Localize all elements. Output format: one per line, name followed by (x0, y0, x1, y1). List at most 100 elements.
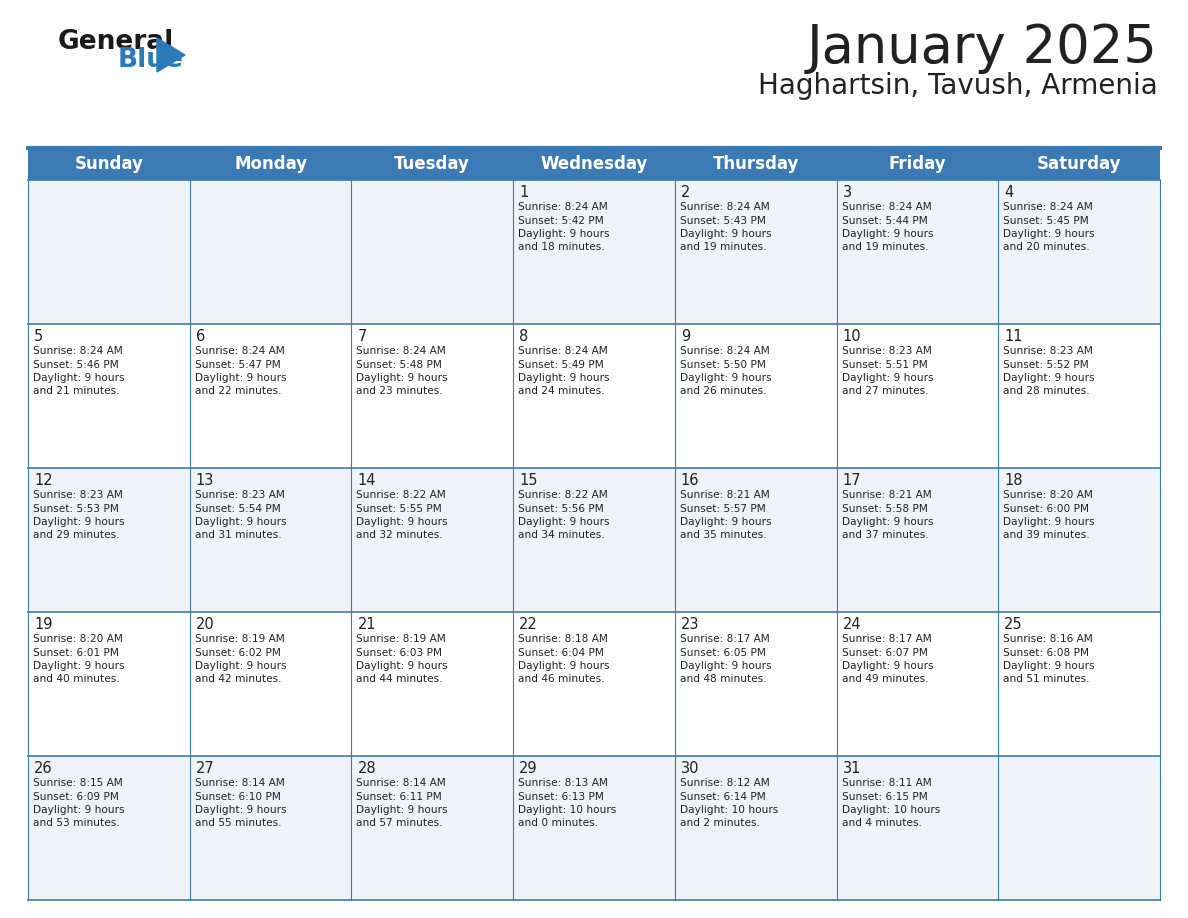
Text: Sunset: 6:08 PM: Sunset: 6:08 PM (1004, 647, 1089, 657)
Text: Sunrise: 8:24 AM: Sunrise: 8:24 AM (33, 346, 122, 356)
Text: Sunset: 5:51 PM: Sunset: 5:51 PM (841, 360, 928, 370)
Text: 14: 14 (358, 473, 375, 488)
Text: 26: 26 (34, 761, 52, 776)
Text: and 49 minutes.: and 49 minutes. (841, 675, 928, 685)
Text: Sunrise: 8:14 AM: Sunrise: 8:14 AM (356, 778, 447, 788)
Text: 1: 1 (519, 185, 529, 200)
Text: Daylight: 9 hours: Daylight: 9 hours (33, 373, 125, 383)
Text: Sunset: 6:02 PM: Sunset: 6:02 PM (195, 647, 280, 657)
Text: Daylight: 9 hours: Daylight: 9 hours (680, 517, 771, 527)
Text: and 0 minutes.: and 0 minutes. (518, 819, 598, 829)
Text: and 57 minutes.: and 57 minutes. (356, 819, 443, 829)
Text: Sunrise: 8:21 AM: Sunrise: 8:21 AM (841, 490, 931, 500)
Text: 22: 22 (519, 617, 538, 632)
Text: Sunset: 5:47 PM: Sunset: 5:47 PM (195, 360, 280, 370)
Text: and 32 minutes.: and 32 minutes. (356, 531, 443, 541)
Text: Sunrise: 8:11 AM: Sunrise: 8:11 AM (841, 778, 931, 788)
Text: Daylight: 9 hours: Daylight: 9 hours (680, 373, 771, 383)
Text: Friday: Friday (889, 155, 946, 173)
Text: and 27 minutes.: and 27 minutes. (841, 386, 928, 397)
Text: and 34 minutes.: and 34 minutes. (518, 531, 605, 541)
Text: 29: 29 (519, 761, 538, 776)
Text: Sunset: 6:15 PM: Sunset: 6:15 PM (841, 791, 928, 801)
Text: Sunset: 5:50 PM: Sunset: 5:50 PM (680, 360, 766, 370)
FancyBboxPatch shape (29, 180, 1159, 324)
Text: Saturday: Saturday (1037, 155, 1121, 173)
Text: and 28 minutes.: and 28 minutes. (1004, 386, 1089, 397)
Text: Sunset: 6:09 PM: Sunset: 6:09 PM (33, 791, 119, 801)
Text: and 18 minutes.: and 18 minutes. (518, 242, 605, 252)
FancyBboxPatch shape (29, 756, 1159, 900)
Text: Daylight: 9 hours: Daylight: 9 hours (33, 517, 125, 527)
Text: January 2025: January 2025 (807, 22, 1158, 74)
Text: Daylight: 9 hours: Daylight: 9 hours (841, 229, 933, 239)
FancyBboxPatch shape (29, 468, 1159, 612)
Text: and 46 minutes.: and 46 minutes. (518, 675, 605, 685)
Text: and 20 minutes.: and 20 minutes. (1004, 242, 1089, 252)
Text: Sunrise: 8:12 AM: Sunrise: 8:12 AM (680, 778, 770, 788)
Text: and 35 minutes.: and 35 minutes. (680, 531, 766, 541)
Text: Blue: Blue (118, 47, 184, 73)
Text: 7: 7 (358, 329, 367, 344)
Text: Sunrise: 8:23 AM: Sunrise: 8:23 AM (33, 490, 122, 500)
Text: Daylight: 9 hours: Daylight: 9 hours (518, 517, 609, 527)
Text: Sunrise: 8:21 AM: Sunrise: 8:21 AM (680, 490, 770, 500)
Text: Sunrise: 8:16 AM: Sunrise: 8:16 AM (1004, 634, 1093, 644)
Text: 2: 2 (681, 185, 690, 200)
Text: Sunrise: 8:23 AM: Sunrise: 8:23 AM (1004, 346, 1093, 356)
Text: and 29 minutes.: and 29 minutes. (33, 531, 120, 541)
Text: Sunrise: 8:24 AM: Sunrise: 8:24 AM (195, 346, 284, 356)
Text: Sunrise: 8:24 AM: Sunrise: 8:24 AM (518, 202, 608, 212)
Text: and 24 minutes.: and 24 minutes. (518, 386, 605, 397)
Text: 25: 25 (1004, 617, 1023, 632)
Text: Sunset: 6:03 PM: Sunset: 6:03 PM (356, 647, 442, 657)
Text: Daylight: 9 hours: Daylight: 9 hours (33, 661, 125, 671)
FancyBboxPatch shape (29, 324, 1159, 468)
Text: 24: 24 (842, 617, 861, 632)
Text: and 37 minutes.: and 37 minutes. (841, 531, 928, 541)
Text: Sunset: 5:49 PM: Sunset: 5:49 PM (518, 360, 604, 370)
Text: Tuesday: Tuesday (394, 155, 470, 173)
Text: Daylight: 9 hours: Daylight: 9 hours (195, 373, 286, 383)
Text: and 48 minutes.: and 48 minutes. (680, 675, 766, 685)
Text: Monday: Monday (234, 155, 308, 173)
Text: 13: 13 (196, 473, 214, 488)
Text: Sunrise: 8:24 AM: Sunrise: 8:24 AM (841, 202, 931, 212)
Text: 27: 27 (196, 761, 215, 776)
Text: and 42 minutes.: and 42 minutes. (195, 675, 282, 685)
Text: 4: 4 (1004, 185, 1013, 200)
FancyBboxPatch shape (29, 612, 1159, 756)
Text: Daylight: 9 hours: Daylight: 9 hours (33, 805, 125, 815)
Text: Sunset: 5:54 PM: Sunset: 5:54 PM (195, 503, 280, 513)
Text: Sunrise: 8:22 AM: Sunrise: 8:22 AM (356, 490, 447, 500)
Text: Sunrise: 8:14 AM: Sunrise: 8:14 AM (195, 778, 284, 788)
Text: Sunset: 6:05 PM: Sunset: 6:05 PM (680, 647, 766, 657)
Text: General: General (58, 29, 175, 55)
Text: Haghartsin, Tavush, Armenia: Haghartsin, Tavush, Armenia (758, 72, 1158, 100)
Text: Sunset: 5:58 PM: Sunset: 5:58 PM (841, 503, 928, 513)
Text: Sunday: Sunday (75, 155, 144, 173)
Text: and 19 minutes.: and 19 minutes. (680, 242, 766, 252)
Text: Sunrise: 8:22 AM: Sunrise: 8:22 AM (518, 490, 608, 500)
Text: 3: 3 (842, 185, 852, 200)
Text: and 53 minutes.: and 53 minutes. (33, 819, 120, 829)
Text: Sunset: 5:57 PM: Sunset: 5:57 PM (680, 503, 765, 513)
Text: Sunrise: 8:24 AM: Sunrise: 8:24 AM (1004, 202, 1093, 212)
Text: 9: 9 (681, 329, 690, 344)
Text: Sunrise: 8:20 AM: Sunrise: 8:20 AM (1004, 490, 1093, 500)
Text: Sunrise: 8:24 AM: Sunrise: 8:24 AM (356, 346, 447, 356)
Text: and 2 minutes.: and 2 minutes. (680, 819, 760, 829)
Text: Sunrise: 8:24 AM: Sunrise: 8:24 AM (680, 346, 770, 356)
Text: 20: 20 (196, 617, 215, 632)
Text: Sunset: 5:52 PM: Sunset: 5:52 PM (1004, 360, 1089, 370)
Text: Sunrise: 8:23 AM: Sunrise: 8:23 AM (195, 490, 285, 500)
Text: and 26 minutes.: and 26 minutes. (680, 386, 766, 397)
Text: 31: 31 (842, 761, 861, 776)
Text: 30: 30 (681, 761, 700, 776)
Text: Sunrise: 8:18 AM: Sunrise: 8:18 AM (518, 634, 608, 644)
Text: Sunset: 6:14 PM: Sunset: 6:14 PM (680, 791, 765, 801)
Text: and 23 minutes.: and 23 minutes. (356, 386, 443, 397)
Text: and 21 minutes.: and 21 minutes. (33, 386, 120, 397)
Text: Daylight: 9 hours: Daylight: 9 hours (1004, 517, 1095, 527)
Text: Sunset: 6:04 PM: Sunset: 6:04 PM (518, 647, 604, 657)
